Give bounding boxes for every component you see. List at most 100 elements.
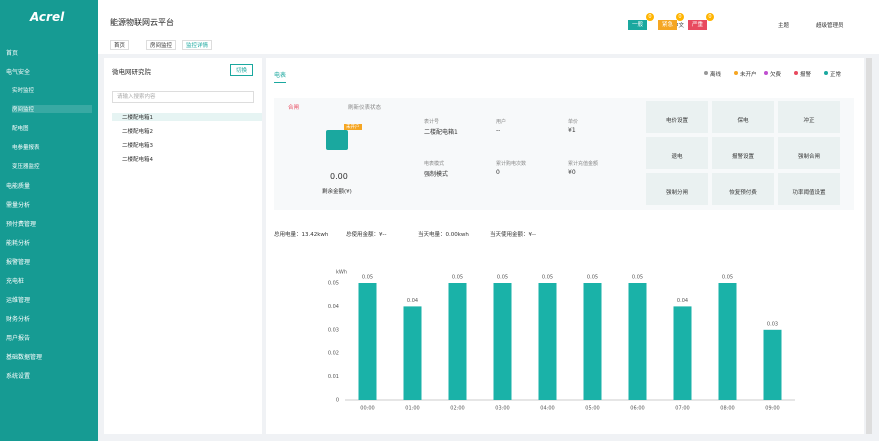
menu-item[interactable]: 需量分析 [6, 202, 31, 209]
status-legend: 报警 [794, 70, 811, 78]
tree-item[interactable]: 二楼配电箱2 [122, 129, 153, 135]
logo: Acrel [30, 10, 65, 24]
value-label: 0.03 [767, 321, 778, 327]
menu-item[interactable]: 系统设置 [6, 373, 31, 380]
meter-icon [326, 130, 348, 150]
action-button[interactable]: 强制合闸 [778, 137, 840, 169]
tree-item[interactable]: 二楼配电箱4 [122, 157, 153, 163]
field-label: 单价 [568, 119, 579, 125]
field-value: 强制模式 [424, 171, 449, 178]
y-tick-label: 0.02 [328, 351, 339, 357]
alarm-count: 0 [676, 13, 684, 21]
tree-item[interactable]: 二楼配电箱3 [122, 143, 153, 149]
action-button[interactable]: 电价设置 [646, 101, 708, 133]
y-axis-label: kWh [336, 270, 347, 276]
x-tick-label: 08:00 [720, 406, 734, 412]
status-dot [764, 71, 768, 75]
value-label: 0.05 [632, 275, 643, 281]
submenu-item[interactable]: 房间监控 [12, 105, 92, 113]
tab[interactable]: 监控详情 [182, 40, 213, 50]
user[interactable]: 超级管理员 [816, 23, 844, 29]
submenu-item[interactable]: 电参量报表 [12, 145, 40, 151]
action-button[interactable]: 功率阈值设置 [778, 173, 840, 205]
status-legend: 欠费 [764, 70, 781, 78]
status-legend: 正常 [824, 70, 841, 78]
menu-item[interactable]: 电能质量 [6, 183, 31, 190]
menu-item[interactable]: 充电桩 [6, 278, 25, 285]
tab[interactable]: 房间监控 [146, 40, 177, 50]
y-tick-label: 0.04 [328, 304, 339, 310]
balance-label: 剩余金额(¥) [322, 189, 352, 195]
alarm-badge[interactable]: 紧急 [658, 20, 678, 30]
field-value: 0 [496, 169, 500, 176]
value-label: 0.05 [452, 275, 463, 281]
submenu-item[interactable]: 变压器监控 [12, 164, 40, 170]
tab[interactable]: 首页 [110, 40, 130, 50]
menu-item[interactable]: 电气安全 [6, 69, 31, 76]
status-legend: 未开户 [734, 70, 757, 78]
theme[interactable]: 主题 [778, 23, 790, 29]
action-button[interactable]: 强制分闸 [646, 173, 708, 205]
alarm-count: 0 [706, 13, 714, 21]
submenu-item[interactable]: 实时监控 [12, 88, 35, 94]
menu-item[interactable]: 基础数据管理 [6, 354, 43, 361]
status-dot [734, 71, 738, 75]
x-tick-label: 06:00 [630, 406, 644, 412]
balance: 0.00 [330, 172, 348, 181]
refresh[interactable]: 刷新仪表状态 [348, 105, 382, 111]
alarm-badge[interactable]: 一般 [628, 20, 648, 30]
field-value: 二楼配电箱1 [424, 129, 458, 136]
x-tick-label: 00:00 [360, 406, 374, 412]
x-tick-label: 07:00 [675, 406, 689, 412]
menu-item[interactable]: 首页 [6, 50, 19, 57]
meter-card: 合闸 刷新仪表状态 未开户 0.00 剩余金额(¥) 表计号 二楼配电箱1 用户 --… [274, 98, 854, 210]
language[interactable]: 中文 [673, 23, 685, 29]
bar [538, 283, 557, 400]
header: 能源物联网云平台 中文 主题 超级管理员 一般 0 紧急 0 严重 0 [98, 0, 879, 36]
field-value: ¥1 [568, 127, 576, 134]
y-tick-label: 0 [336, 398, 339, 404]
menu-item[interactable]: 运维管理 [6, 297, 31, 304]
field-value: -- [496, 127, 501, 134]
menu-item[interactable]: 财务分析 [6, 316, 31, 323]
menu-item[interactable]: 能耗分析 [6, 240, 31, 247]
value-label: 0.05 [497, 275, 508, 281]
panel-tab[interactable]: 电表 [274, 70, 287, 83]
switch-button[interactable]: 切换 [230, 64, 254, 76]
menu-item[interactable]: 报警管理 [6, 259, 31, 266]
x-tick-label: 09:00 [765, 406, 779, 412]
search-input[interactable]: 请输入搜索内容 [112, 91, 254, 103]
field-label: 累计购电次数 [496, 161, 527, 167]
title: 能源物联网云平台 [110, 18, 174, 27]
alarm-count: 0 [646, 13, 654, 21]
summary-item: 总使用金额：¥-- [346, 232, 387, 238]
summary-item: 当天使用金额：¥-- [490, 232, 536, 238]
menu-item[interactable]: 用户报告 [6, 335, 31, 342]
field-label: 表计号 [424, 119, 440, 125]
chart: kWh 0 0.01 0.02 0.03 0.04 0.05 00:00 0.05 01:00 0… [328, 270, 795, 412]
value-label: 0.04 [677, 298, 688, 304]
bar [358, 283, 377, 400]
value-label: 0.05 [362, 275, 373, 281]
status-legend: 离线 [704, 70, 721, 78]
bar [448, 283, 467, 400]
bar [403, 306, 422, 400]
alarm-badge[interactable]: 严重 [688, 20, 708, 30]
field-label: 用户 [496, 119, 507, 125]
switch-state: 合闸 [288, 105, 300, 111]
tree-panel: 微电网研究院 切换 请输入搜索内容 二楼配电箱1 二楼配电箱2 二楼配电箱3 二楼配电… [104, 58, 262, 434]
status-dot [794, 71, 798, 75]
value-label: 0.05 [587, 275, 598, 281]
value-label: 0.05 [542, 275, 553, 281]
action-button[interactable]: 报警设置 [712, 137, 774, 169]
action-button[interactable]: 退电 [646, 137, 708, 169]
scrollbar[interactable] [866, 58, 872, 434]
action-button[interactable]: 冲正 [778, 101, 840, 133]
tree-title: 微电网研究院 [112, 68, 151, 76]
menu-item[interactable]: 预付费管理 [6, 221, 37, 228]
action-button[interactable]: 保电 [712, 101, 774, 133]
summary-item: 总用电量：13.42kwh [274, 232, 329, 238]
submenu-item[interactable]: 配电图 [12, 126, 29, 132]
tree-item[interactable]: 二楼配电箱1 [112, 113, 262, 121]
action-button[interactable]: 恢复预付费 [712, 173, 774, 205]
